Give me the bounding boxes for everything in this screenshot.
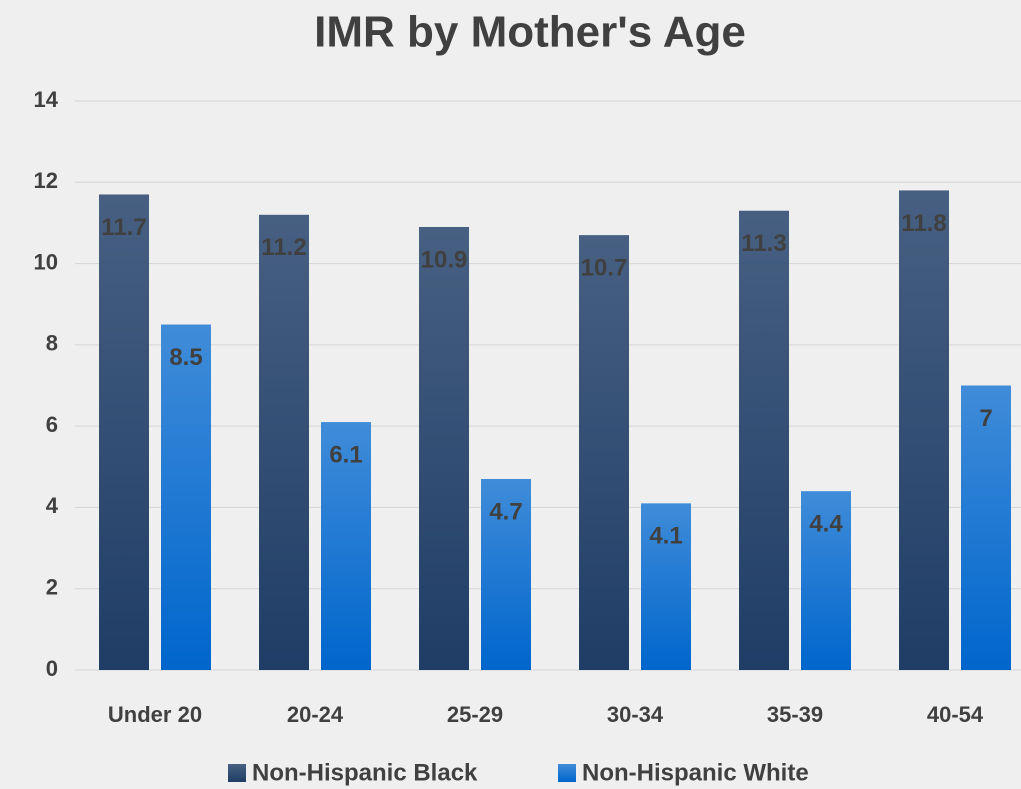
bar <box>321 422 371 670</box>
legend-swatch <box>228 764 246 782</box>
y-tick-label: 8 <box>46 331 58 356</box>
legend-label: Non-Hispanic Black <box>252 759 478 786</box>
data-label: 11.8 <box>901 210 946 237</box>
x-tick-label: 30-34 <box>607 702 664 727</box>
bar <box>99 194 149 670</box>
bar <box>899 190 949 670</box>
chart-title: IMR by Mother's Age <box>314 8 746 57</box>
y-tick-label: 10 <box>34 249 58 274</box>
y-tick-label: 14 <box>34 87 59 112</box>
bar <box>641 503 691 670</box>
x-tick-label: 25-29 <box>447 702 503 727</box>
data-label: 10.9 <box>421 246 468 273</box>
y-tick-label: 0 <box>46 656 58 681</box>
bar <box>419 226 469 670</box>
bar <box>259 214 309 671</box>
data-label: 10.7 <box>581 254 628 281</box>
legend-label: Non-Hispanic White <box>582 759 809 786</box>
bar <box>801 491 851 670</box>
y-tick-label: 6 <box>46 412 58 437</box>
data-label: 4.7 <box>489 498 522 525</box>
y-tick-label: 2 <box>46 575 58 600</box>
data-label: 7 <box>979 405 992 432</box>
data-label: 4.1 <box>649 523 682 550</box>
data-label: 11.3 <box>741 230 786 257</box>
y-tick-label: 4 <box>46 493 59 518</box>
x-tick-label: 40-54 <box>927 702 984 727</box>
y-tick-label: 12 <box>34 168 58 193</box>
data-label: 11.7 <box>101 214 146 241</box>
data-label: 4.4 <box>809 511 843 538</box>
x-tick-label: 20-24 <box>287 702 344 727</box>
bar <box>739 210 789 670</box>
legend-swatch <box>558 764 576 782</box>
data-label: 8.5 <box>169 344 202 371</box>
data-label: 6.1 <box>329 441 362 468</box>
bar <box>481 478 531 670</box>
bar <box>161 324 211 670</box>
data-label: 11.2 <box>261 234 306 261</box>
bar <box>961 385 1011 670</box>
x-tick-label: Under 20 <box>108 702 202 727</box>
x-tick-label: 35-39 <box>767 702 823 727</box>
bar <box>579 235 629 670</box>
